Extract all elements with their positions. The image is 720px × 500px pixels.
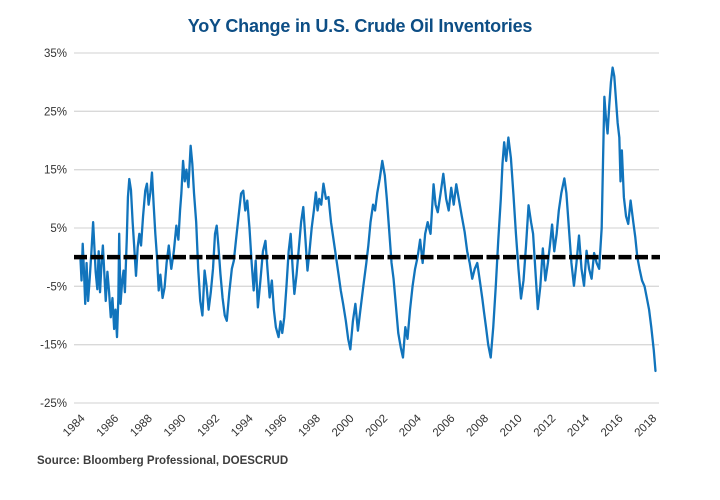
x-tick-label: 1988 xyxy=(128,413,155,440)
y-tick-label: -25% xyxy=(40,398,67,410)
x-tick-label: 2008 xyxy=(465,413,492,440)
x-tick-label: 1998 xyxy=(296,413,323,440)
x-tick-label: 2018 xyxy=(633,413,660,440)
x-tick-label: 1984 xyxy=(61,412,88,439)
y-tick-label: 15% xyxy=(44,165,67,177)
x-tick-label: 1992 xyxy=(196,413,223,440)
x-tick-label: 1994 xyxy=(229,412,256,439)
y-tick-label: 35% xyxy=(44,48,67,60)
x-tick-label: 1986 xyxy=(95,413,122,440)
x-tick-label: 2006 xyxy=(431,413,458,440)
x-tick-label: 2014 xyxy=(565,412,592,439)
x-tick-label: 2000 xyxy=(330,413,357,440)
y-tick-label: -5% xyxy=(47,281,67,293)
series-line xyxy=(79,66,657,373)
x-tick-label: 1990 xyxy=(162,413,189,440)
y-tick-label: -15% xyxy=(40,340,67,352)
y-tick-label: 25% xyxy=(44,106,67,118)
x-tick-label: 2010 xyxy=(498,413,525,440)
x-tick-label: 2012 xyxy=(532,413,559,440)
x-tick-label: 2002 xyxy=(364,413,391,440)
y-tick-label: 5% xyxy=(50,223,67,235)
x-tick-label: 1996 xyxy=(263,413,290,440)
x-tick-label: 2004 xyxy=(397,412,424,439)
x-tick-label: 2016 xyxy=(599,413,626,440)
chart-title: YoY Change in U.S. Crude Oil Inventories xyxy=(187,16,533,36)
line-chart-canvas: 35% 25% 15% 5% -5% -15% -25% 1984 1986 1988 1990 19… xyxy=(40,48,660,440)
source-note: Source: Bloomberg Professional, DOESCRUD xyxy=(37,455,289,467)
